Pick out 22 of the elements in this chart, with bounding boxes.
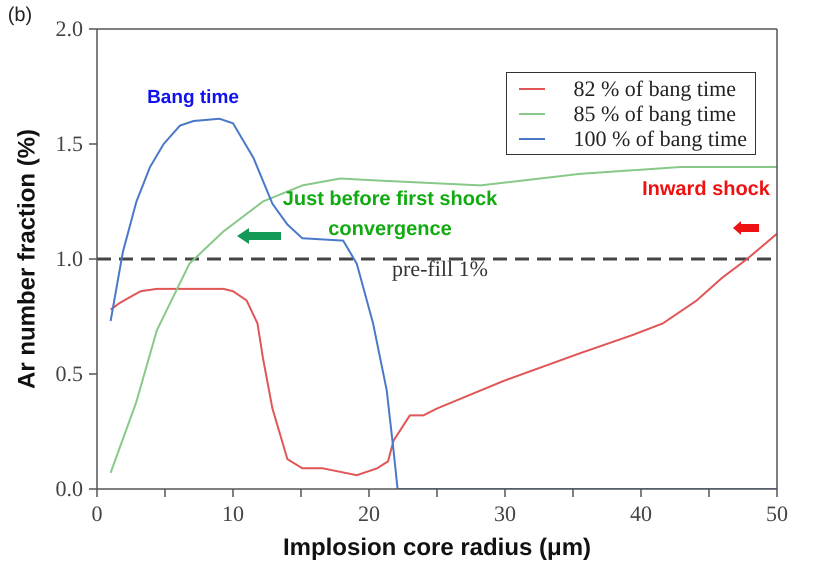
line-series	[110, 166, 777, 474]
x-tick-label: 30	[494, 501, 516, 526]
legend-label: 85 % of bang time	[573, 101, 736, 126]
x-tick-label: 20	[358, 501, 380, 526]
x-tick-label: 10	[222, 501, 244, 526]
annotation: Inward shock	[641, 177, 771, 202]
y-axis-title: Ar number fraction (%)	[14, 128, 41, 390]
y-tick-label: 0.0	[56, 476, 83, 501]
y-tick-label: 1.5	[56, 131, 83, 156]
annotation: Bang time	[146, 86, 240, 110]
text: (b)	[6, 3, 34, 28]
annotation: Just before first shock convergence	[282, 187, 498, 242]
x-tick-label: 50	[766, 501, 788, 526]
x-axis-title: Implosion core radius (μm)	[282, 534, 592, 561]
y-tick-label: 1.0	[56, 246, 83, 271]
legend-label: 100 % of bang time	[573, 126, 747, 151]
x-tick-label: 0	[92, 501, 102, 526]
legend-label: 82 % of bang time	[573, 76, 736, 101]
y-tick-label: 2.0	[56, 16, 83, 41]
ref-line-label: pre-fill 1%	[392, 256, 488, 281]
y-tick-label: 0.5	[56, 361, 83, 386]
x-tick-label: 40	[630, 501, 652, 526]
